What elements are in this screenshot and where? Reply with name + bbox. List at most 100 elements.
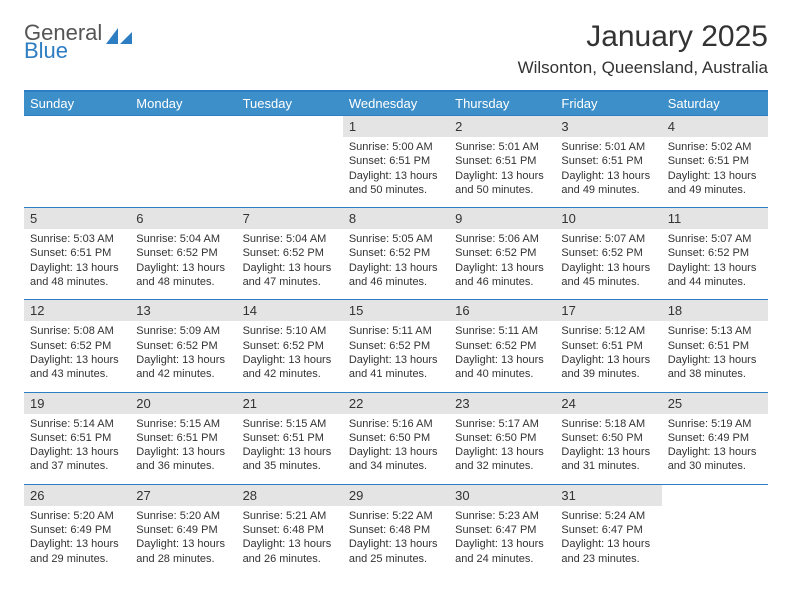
page-title: January 2025 [586, 20, 768, 54]
calendar-day-cell: 10Sunrise: 5:07 AMSunset: 6:52 PMDayligh… [555, 208, 661, 300]
logo-sail-icon [106, 24, 132, 42]
day-number: 27 [130, 485, 236, 506]
calendar-day-cell: 26Sunrise: 5:20 AMSunset: 6:49 PMDayligh… [24, 484, 130, 576]
calendar-day-cell: 2Sunrise: 5:01 AMSunset: 6:51 PMDaylight… [449, 116, 555, 208]
calendar-day-cell: 23Sunrise: 5:17 AMSunset: 6:50 PMDayligh… [449, 392, 555, 484]
day-number: 7 [237, 208, 343, 229]
day-number: 20 [130, 393, 236, 414]
day-data: Sunrise: 5:03 AMSunset: 6:51 PMDaylight:… [24, 229, 130, 299]
day-data: Sunrise: 5:15 AMSunset: 6:51 PMDaylight:… [237, 414, 343, 484]
calendar-day-cell: 5Sunrise: 5:03 AMSunset: 6:51 PMDaylight… [24, 208, 130, 300]
calendar-day-cell: 4Sunrise: 5:02 AMSunset: 6:51 PMDaylight… [662, 116, 768, 208]
day-data: Sunrise: 5:23 AMSunset: 6:47 PMDaylight:… [449, 506, 555, 576]
day-number: 14 [237, 300, 343, 321]
day-data: Sunrise: 5:17 AMSunset: 6:50 PMDaylight:… [449, 414, 555, 484]
calendar-day-cell: 20Sunrise: 5:15 AMSunset: 6:51 PMDayligh… [130, 392, 236, 484]
location-subtitle: Wilsonton, Queensland, Australia [518, 58, 768, 78]
day-number: 26 [24, 485, 130, 506]
day-data-empty [662, 506, 768, 564]
logo-line2: Blue [24, 38, 68, 64]
calendar-day-cell: 25Sunrise: 5:19 AMSunset: 6:49 PMDayligh… [662, 392, 768, 484]
day-data: Sunrise: 5:22 AMSunset: 6:48 PMDaylight:… [343, 506, 449, 576]
calendar-day-cell: 29Sunrise: 5:22 AMSunset: 6:48 PMDayligh… [343, 484, 449, 576]
day-data: Sunrise: 5:08 AMSunset: 6:52 PMDaylight:… [24, 321, 130, 391]
calendar-week-row: 5Sunrise: 5:03 AMSunset: 6:51 PMDaylight… [24, 208, 768, 300]
calendar-day-cell: 12Sunrise: 5:08 AMSunset: 6:52 PMDayligh… [24, 300, 130, 392]
day-data: Sunrise: 5:20 AMSunset: 6:49 PMDaylight:… [130, 506, 236, 576]
day-header-fri: Friday [555, 91, 661, 116]
day-number: 23 [449, 393, 555, 414]
day-number: 11 [662, 208, 768, 229]
day-number: 21 [237, 393, 343, 414]
day-data: Sunrise: 5:02 AMSunset: 6:51 PMDaylight:… [662, 137, 768, 207]
calendar-day-cell: 19Sunrise: 5:14 AMSunset: 6:51 PMDayligh… [24, 392, 130, 484]
day-number-empty [130, 116, 236, 137]
day-header-mon: Monday [130, 91, 236, 116]
day-data: Sunrise: 5:07 AMSunset: 6:52 PMDaylight:… [662, 229, 768, 299]
day-header-sat: Saturday [662, 91, 768, 116]
calendar-week-row: 19Sunrise: 5:14 AMSunset: 6:51 PMDayligh… [24, 392, 768, 484]
calendar-day-cell: 30Sunrise: 5:23 AMSunset: 6:47 PMDayligh… [449, 484, 555, 576]
calendar-day-cell: 9Sunrise: 5:06 AMSunset: 6:52 PMDaylight… [449, 208, 555, 300]
day-data: Sunrise: 5:19 AMSunset: 6:49 PMDaylight:… [662, 414, 768, 484]
calendar-day-cell: 1Sunrise: 5:00 AMSunset: 6:51 PMDaylight… [343, 116, 449, 208]
day-number: 24 [555, 393, 661, 414]
header: General January 2025 [24, 20, 768, 54]
day-header-thu: Thursday [449, 91, 555, 116]
calendar-day-cell: 7Sunrise: 5:04 AMSunset: 6:52 PMDaylight… [237, 208, 343, 300]
day-data: Sunrise: 5:14 AMSunset: 6:51 PMDaylight:… [24, 414, 130, 484]
calendar-day-cell: 8Sunrise: 5:05 AMSunset: 6:52 PMDaylight… [343, 208, 449, 300]
calendar-week-row: 26Sunrise: 5:20 AMSunset: 6:49 PMDayligh… [24, 484, 768, 576]
calendar-day-cell [130, 116, 236, 208]
calendar-day-cell: 31Sunrise: 5:24 AMSunset: 6:47 PMDayligh… [555, 484, 661, 576]
day-header-wed: Wednesday [343, 91, 449, 116]
day-header-tue: Tuesday [237, 91, 343, 116]
day-data: Sunrise: 5:01 AMSunset: 6:51 PMDaylight:… [449, 137, 555, 207]
calendar-day-cell: 16Sunrise: 5:11 AMSunset: 6:52 PMDayligh… [449, 300, 555, 392]
day-number: 17 [555, 300, 661, 321]
day-number: 2 [449, 116, 555, 137]
day-data: Sunrise: 5:00 AMSunset: 6:51 PMDaylight:… [343, 137, 449, 207]
calendar-table: Sunday Monday Tuesday Wednesday Thursday… [24, 90, 768, 576]
calendar-day-cell: 24Sunrise: 5:18 AMSunset: 6:50 PMDayligh… [555, 392, 661, 484]
day-data: Sunrise: 5:16 AMSunset: 6:50 PMDaylight:… [343, 414, 449, 484]
day-number: 4 [662, 116, 768, 137]
day-data: Sunrise: 5:11 AMSunset: 6:52 PMDaylight:… [343, 321, 449, 391]
calendar-day-cell: 18Sunrise: 5:13 AMSunset: 6:51 PMDayligh… [662, 300, 768, 392]
day-data: Sunrise: 5:01 AMSunset: 6:51 PMDaylight:… [555, 137, 661, 207]
day-number: 30 [449, 485, 555, 506]
day-data: Sunrise: 5:12 AMSunset: 6:51 PMDaylight:… [555, 321, 661, 391]
day-data: Sunrise: 5:07 AMSunset: 6:52 PMDaylight:… [555, 229, 661, 299]
day-number: 16 [449, 300, 555, 321]
day-number: 12 [24, 300, 130, 321]
day-data-empty [237, 137, 343, 195]
calendar-day-cell: 22Sunrise: 5:16 AMSunset: 6:50 PMDayligh… [343, 392, 449, 484]
day-data: Sunrise: 5:15 AMSunset: 6:51 PMDaylight:… [130, 414, 236, 484]
day-number: 15 [343, 300, 449, 321]
day-number: 18 [662, 300, 768, 321]
day-number: 28 [237, 485, 343, 506]
calendar-day-cell: 27Sunrise: 5:20 AMSunset: 6:49 PMDayligh… [130, 484, 236, 576]
day-number: 8 [343, 208, 449, 229]
day-data: Sunrise: 5:04 AMSunset: 6:52 PMDaylight:… [237, 229, 343, 299]
calendar-day-cell [662, 484, 768, 576]
calendar-day-cell: 6Sunrise: 5:04 AMSunset: 6:52 PMDaylight… [130, 208, 236, 300]
day-number: 6 [130, 208, 236, 229]
day-number: 3 [555, 116, 661, 137]
day-data-empty [130, 137, 236, 195]
calendar-body: 1Sunrise: 5:00 AMSunset: 6:51 PMDaylight… [24, 116, 768, 576]
day-data: Sunrise: 5:05 AMSunset: 6:52 PMDaylight:… [343, 229, 449, 299]
day-number: 29 [343, 485, 449, 506]
day-number: 25 [662, 393, 768, 414]
day-data: Sunrise: 5:21 AMSunset: 6:48 PMDaylight:… [237, 506, 343, 576]
day-number: 9 [449, 208, 555, 229]
day-data-empty [24, 137, 130, 195]
day-data: Sunrise: 5:18 AMSunset: 6:50 PMDaylight:… [555, 414, 661, 484]
calendar-day-cell: 3Sunrise: 5:01 AMSunset: 6:51 PMDaylight… [555, 116, 661, 208]
calendar-week-row: 12Sunrise: 5:08 AMSunset: 6:52 PMDayligh… [24, 300, 768, 392]
calendar-day-cell: 17Sunrise: 5:12 AMSunset: 6:51 PMDayligh… [555, 300, 661, 392]
calendar-page: General January 2025 Blue Wilsonton, Que… [0, 0, 792, 596]
calendar-day-cell: 13Sunrise: 5:09 AMSunset: 6:52 PMDayligh… [130, 300, 236, 392]
day-number: 5 [24, 208, 130, 229]
day-number: 19 [24, 393, 130, 414]
